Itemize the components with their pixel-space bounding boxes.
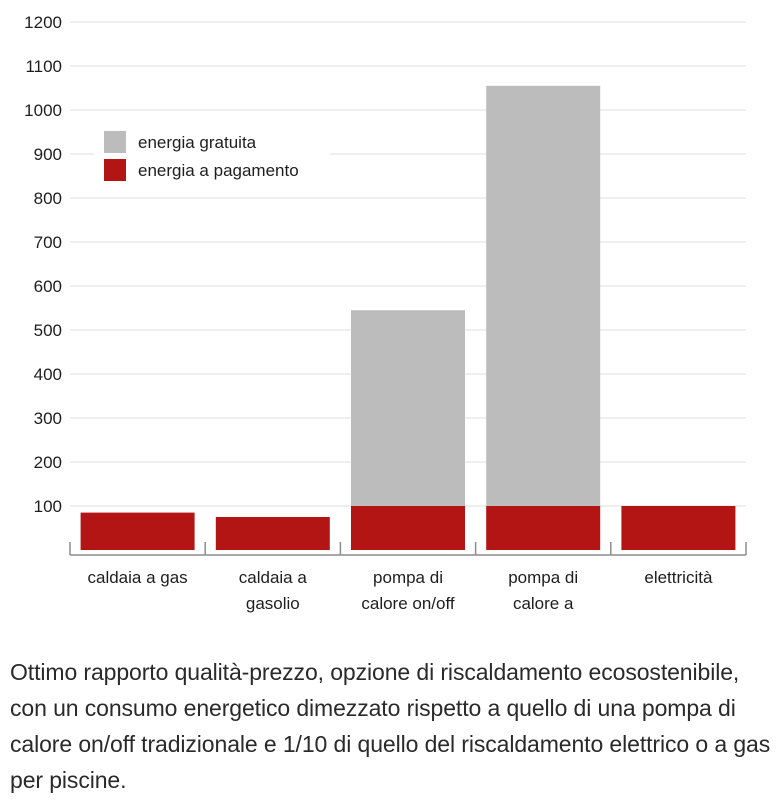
y-tick-label-100: 100	[34, 497, 62, 516]
x-category-label-1: caldaia a gasolio	[239, 568, 308, 613]
y-tick-label-700: 700	[34, 233, 62, 252]
bar-paid-4	[621, 506, 736, 550]
x-axis	[69, 542, 747, 556]
y-tick-label-1100: 1100	[25, 57, 62, 76]
legend-background	[94, 121, 330, 187]
y-tick-label-400: 400	[34, 365, 62, 384]
y-tick-label-300: 300	[34, 409, 62, 428]
chart: 100 200 300 400 500 600 700 800 900 1000 1100 1200 …	[24, 13, 747, 613]
x-category-label-2: pompa di calore on/off	[361, 568, 455, 613]
x-category-label-4: elettricità	[644, 568, 713, 587]
y-tick-label-900: 900	[34, 145, 62, 164]
bar-free-3	[486, 85, 601, 507]
legend-label-1: energia a pagamento	[138, 161, 299, 180]
y-tick-label-1200: 1200	[24, 13, 62, 32]
bar-paid-0	[80, 512, 195, 550]
legend-swatch-0	[104, 131, 126, 153]
x-category-label-3: pompa di calore a	[508, 568, 578, 613]
y-tick-label-600: 600	[34, 277, 62, 296]
bar-paid-1	[215, 517, 330, 550]
bar-paid-3	[486, 506, 601, 550]
bars	[80, 85, 736, 550]
bar-free-2	[351, 310, 465, 506]
legend-label-0: energia gratuita	[138, 133, 257, 152]
caption-text: Ottimo rapporto qualità-prezzo, opzione …	[10, 659, 771, 793]
legend: energia gratuita energia a pagamento	[94, 121, 330, 187]
y-tick-label-200: 200	[34, 453, 62, 472]
y-tick-label-1000: 1000	[24, 101, 62, 120]
stacked-bar-chart: 100200300400500600700800900100011001200 …	[24, 13, 747, 613]
legend-swatch-1	[104, 159, 126, 181]
x-category-label-0: caldaia a gas	[88, 568, 188, 587]
y-axis-tick-labels: 100 200 300 400 500 600 700 800 900 1000 1100 1200	[24, 13, 62, 516]
y-tick-label-500: 500	[34, 321, 62, 340]
x-axis-category-labels: caldaia a gas caldaia a gasolio pompa di cal…	[88, 568, 713, 613]
bar-paid-2	[351, 506, 465, 550]
y-tick-label-800: 800	[34, 189, 62, 208]
